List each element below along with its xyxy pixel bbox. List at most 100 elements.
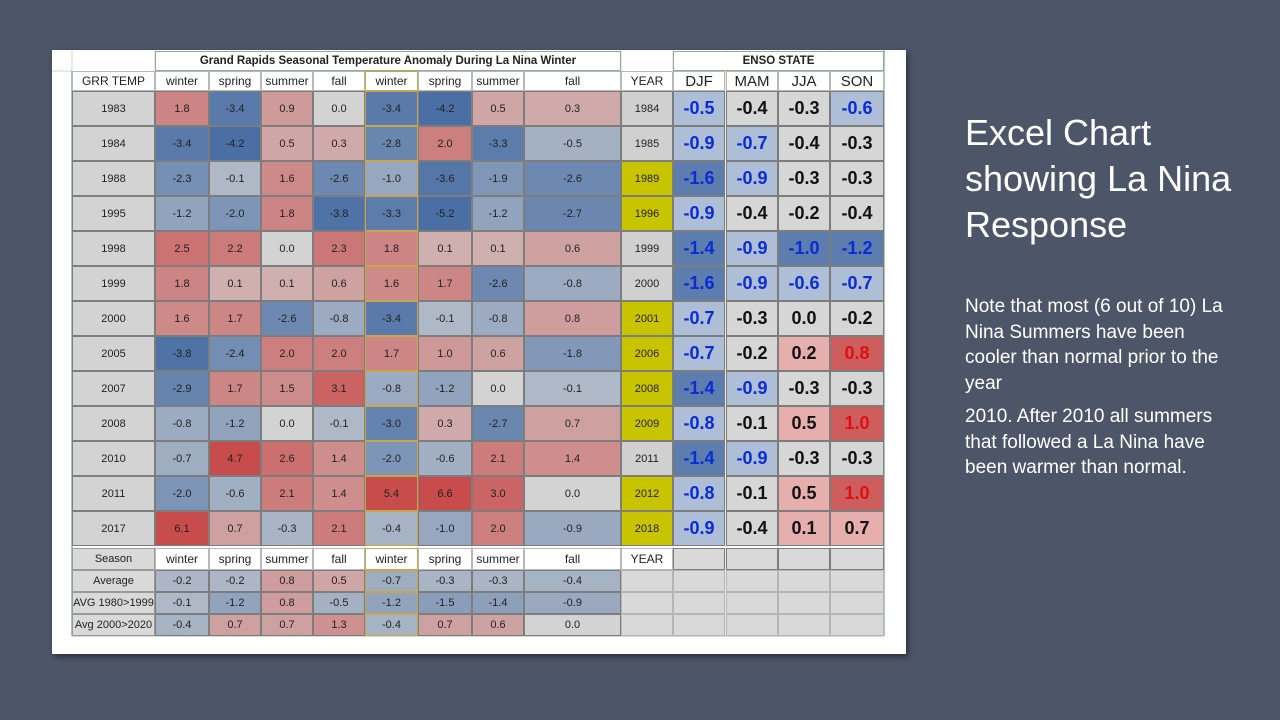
enso-value: -0.7 <box>726 126 778 161</box>
anomaly-cell: -3.3 <box>472 126 524 161</box>
anomaly-cell: 1.5 <box>261 371 313 406</box>
anomaly-cell: 1.4 <box>524 441 621 476</box>
enso-value: -0.9 <box>673 196 725 231</box>
enso-year: 2001 <box>621 301 673 336</box>
anomaly-cell: 1.8 <box>261 196 313 231</box>
anomaly-cell: 0.5 <box>472 91 524 126</box>
enso-year: 2008 <box>621 371 673 406</box>
enso-year: 1996 <box>621 196 673 231</box>
enso-value: -0.7 <box>673 336 725 371</box>
summary-cell: -0.1 <box>155 592 209 614</box>
enso-value: -0.9 <box>726 441 778 476</box>
enso-value: -0.2 <box>830 301 884 336</box>
anomaly-cell: 0.9 <box>261 91 313 126</box>
anomaly-cell: -0.3 <box>261 511 313 546</box>
enso-value: -0.9 <box>726 231 778 266</box>
anomaly-cell: -0.8 <box>472 301 524 336</box>
anomaly-cell: 3.0 <box>472 476 524 511</box>
anomaly-cell: 1.4 <box>313 476 365 511</box>
enso-value: -0.6 <box>778 266 830 301</box>
enso-value: -0.1 <box>726 406 778 441</box>
anomaly-cell: 0.6 <box>313 266 365 301</box>
anomaly-cell: 6.1 <box>155 511 209 546</box>
enso-value: -1.0 <box>778 231 830 266</box>
season-header: fall <box>313 71 365 91</box>
enso-value: -0.9 <box>726 371 778 406</box>
slide-title: Excel Chart showing La Nina Response <box>965 112 1232 245</box>
summary-cell: -0.7 <box>365 570 418 592</box>
enso-year: 2018 <box>621 511 673 546</box>
empty-cell <box>726 548 778 570</box>
season-header-repeat: spring <box>209 548 261 570</box>
anomaly-cell: -1.0 <box>418 511 472 546</box>
enso-year: 1999 <box>621 231 673 266</box>
empty-cell <box>726 614 778 636</box>
anomaly-cell: 2.3 <box>313 231 365 266</box>
summary-cell: -0.5 <box>313 592 365 614</box>
corner-label: GRR TEMP <box>72 71 155 91</box>
enso-year: 2000 <box>621 266 673 301</box>
enso-value: 0.0 <box>778 301 830 336</box>
row-label: 2011 <box>72 476 155 511</box>
enso-value: -0.3 <box>830 126 884 161</box>
anomaly-cell: 1.7 <box>209 371 261 406</box>
anomaly-cell: 2.1 <box>472 441 524 476</box>
row-label: 2005 <box>72 336 155 371</box>
season-header: spring <box>418 71 472 91</box>
enso-value: -0.8 <box>673 406 725 441</box>
summary-cell: -1.5 <box>418 592 472 614</box>
anomaly-cell: 5.4 <box>365 476 418 511</box>
row-label: 1998 <box>72 231 155 266</box>
enso-value: -0.1 <box>726 476 778 511</box>
anomaly-cell: -2.7 <box>472 406 524 441</box>
anomaly-cell: -1.9 <box>472 161 524 196</box>
season-header: summer <box>261 71 313 91</box>
anomaly-cell: -5.2 <box>418 196 472 231</box>
empty-cell <box>830 592 884 614</box>
anomaly-cell: 0.6 <box>472 336 524 371</box>
enso-value: 0.2 <box>778 336 830 371</box>
summary-label: Avg 2000>2020 <box>72 614 155 636</box>
anomaly-cell: 0.7 <box>209 511 261 546</box>
enso-value: 0.8 <box>830 336 884 371</box>
anomaly-cell: 0.3 <box>418 406 472 441</box>
anomaly-cell: 1.8 <box>365 231 418 266</box>
anomaly-cell: 0.1 <box>418 231 472 266</box>
enso-title: ENSO STATE <box>673 51 884 71</box>
enso-value: 0.7 <box>830 511 884 546</box>
season-header-repeat: winter <box>155 548 209 570</box>
enso-value: -0.5 <box>673 91 725 126</box>
enso-value: -0.4 <box>830 196 884 231</box>
anomaly-cell: -3.4 <box>365 301 418 336</box>
enso-value: -0.3 <box>778 371 830 406</box>
enso-header: DJF <box>673 71 725 91</box>
slide-note-line-1: Note that most (6 out of 10) La Nina Sum… <box>965 296 1223 394</box>
anomaly-cell: -0.6 <box>418 441 472 476</box>
summary-cell: -0.2 <box>155 570 209 592</box>
enso-value: -0.4 <box>726 511 778 546</box>
anomaly-cell: -2.0 <box>209 196 261 231</box>
anomaly-cell: 2.1 <box>313 511 365 546</box>
anomaly-cell: 2.5 <box>155 231 209 266</box>
anomaly-cell: -2.0 <box>155 476 209 511</box>
summary-cell: 0.8 <box>261 570 313 592</box>
empty-cell <box>830 570 884 592</box>
anomaly-cell: -0.9 <box>524 511 621 546</box>
anomaly-cell: 0.0 <box>313 91 365 126</box>
enso-value: -0.4 <box>778 126 830 161</box>
summary-cell: -1.2 <box>209 592 261 614</box>
summary-cell: 0.8 <box>261 592 313 614</box>
summary-label: AVG 1980>1999 <box>72 592 155 614</box>
enso-value: -0.3 <box>778 441 830 476</box>
enso-value: -0.9 <box>673 126 725 161</box>
summary-cell: 0.7 <box>261 614 313 636</box>
anomaly-cell: 1.4 <box>313 441 365 476</box>
enso-value: -1.4 <box>673 231 725 266</box>
enso-value: 1.0 <box>830 406 884 441</box>
summary-cell: 1.3 <box>313 614 365 636</box>
empty-cell <box>673 614 725 636</box>
anomaly-cell: 1.7 <box>365 336 418 371</box>
anomaly-cell: 2.6 <box>261 441 313 476</box>
slide-note: Note that most (6 out of 10) La Nina Sum… <box>965 294 1225 489</box>
summary-cell: 0.6 <box>472 614 524 636</box>
